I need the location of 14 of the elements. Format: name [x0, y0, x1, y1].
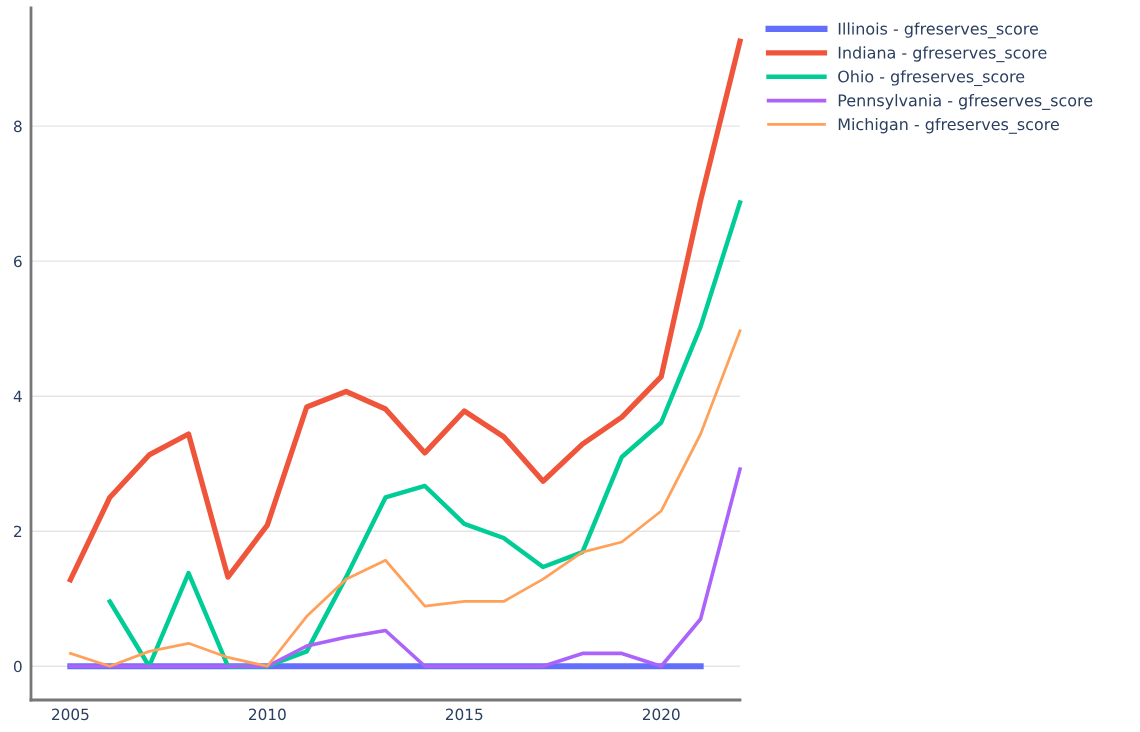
legend-label: Michigan - gfreserves_score — [838, 117, 1059, 134]
x-tick-label: 2005 — [52, 708, 89, 721]
x-tick-label: 2020 — [642, 708, 680, 721]
x-tick-label: 2010 — [249, 708, 286, 721]
legend-label: Indiana - gfreserves_score — [838, 46, 1047, 63]
y-tick-label: 2 — [14, 525, 22, 538]
y-tick-label: 8 — [13, 120, 22, 133]
y-tick-label: 0 — [13, 660, 22, 673]
legend-label: Pennsylvania - gfreserves_score — [838, 94, 1093, 110]
y-tick-label: 4 — [13, 390, 22, 402]
legend-label: Illinois - gfreserves_score — [838, 22, 1038, 39]
x-tick-label: 2015 — [445, 708, 483, 721]
legend-label: Ohio - gfreserves_score — [838, 70, 1025, 87]
y-tick-label: 6 — [14, 255, 22, 268]
